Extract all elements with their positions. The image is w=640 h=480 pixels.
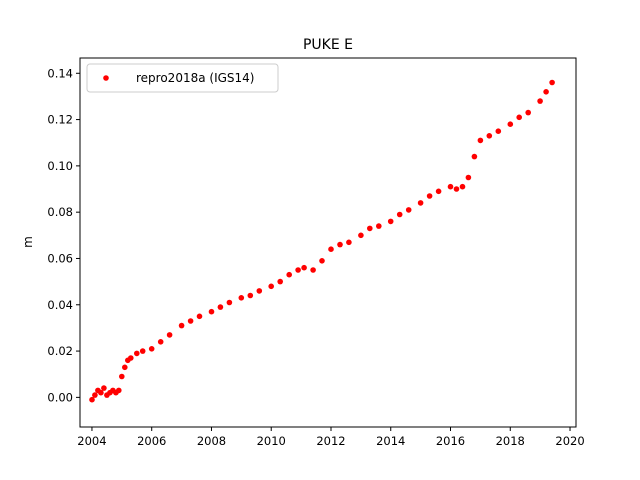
data-point: [471, 153, 478, 160]
y-tick-label: 0.04: [47, 298, 73, 312]
data-point: [98, 389, 104, 396]
data-point: [301, 264, 307, 271]
data-point: [295, 267, 301, 273]
y-tick-label: 0.14: [47, 66, 73, 80]
data-point: [286, 271, 293, 278]
data-point: [310, 267, 316, 273]
data-point: [101, 385, 107, 391]
data-point: [337, 241, 343, 248]
legend-entry: repro2018a (IGS14): [136, 71, 254, 85]
data-point: [525, 109, 531, 116]
y-tick-label: 0.08: [47, 205, 73, 219]
data-point: [247, 292, 254, 299]
data-point: [426, 193, 433, 199]
data-point: [537, 98, 543, 104]
plot-frame: [79, 57, 577, 428]
data-point: [122, 364, 128, 371]
legend-marker: [103, 75, 109, 81]
data-point: [196, 313, 203, 320]
x-tick-label: 2014: [376, 434, 405, 448]
data-point: [226, 299, 233, 306]
y-tick-label: 0.10: [47, 159, 73, 173]
y-tick-label: 0.00: [47, 390, 73, 404]
data-point: [157, 339, 164, 345]
x-axis: 2004 2006 2008 2010 2012 2014 2016 2018 2020: [77, 427, 585, 448]
data-point: [516, 114, 522, 121]
data-point: [405, 207, 412, 213]
y-tick-label: 0.06: [47, 251, 73, 265]
data-point: [148, 346, 155, 352]
legend: repro2018a (IGS14): [86, 63, 279, 93]
data-point: [417, 200, 424, 206]
x-tick-label: 2008: [197, 434, 226, 448]
x-tick-label: 2012: [316, 434, 345, 448]
data-point: [346, 239, 352, 246]
data-point: [507, 121, 514, 127]
data-point: [134, 350, 140, 357]
data-point: [187, 318, 194, 324]
data-point: [435, 188, 442, 195]
data-point: [465, 174, 472, 181]
data-point: [358, 232, 364, 239]
data-point: [139, 348, 146, 354]
x-tick-label: 2020: [555, 434, 584, 448]
y-axis-label: m: [21, 236, 35, 248]
data-point: [277, 278, 284, 285]
data-point: [208, 308, 215, 315]
x-tick-label: 2004: [77, 434, 106, 448]
data-point: [268, 283, 275, 290]
chart-title: PUKE E: [303, 37, 353, 53]
data-point: [367, 225, 373, 232]
data-point: [92, 392, 98, 398]
y-axis: 0.00 0.02 0.04 0.06 0.08 0.10 0.12 0.14: [47, 66, 80, 404]
legend-box: [86, 63, 279, 93]
data-point: [166, 332, 173, 338]
data-point: [256, 288, 263, 294]
data-point: [387, 218, 394, 225]
data-point: [128, 355, 134, 361]
data-point: [119, 373, 125, 380]
data-point: [396, 211, 403, 218]
data-point: [217, 304, 224, 310]
scatter-points: [89, 79, 555, 403]
data-point: [495, 128, 502, 134]
data-point: [116, 387, 122, 394]
data-point: [319, 258, 325, 264]
x-tick-label: 2016: [436, 434, 465, 448]
data-point: [543, 89, 549, 95]
data-point: [178, 322, 185, 329]
data-point: [447, 183, 454, 190]
data-point: [89, 396, 95, 403]
data-point: [486, 133, 493, 139]
data-point: [453, 186, 460, 192]
y-tick-label: 0.02: [47, 344, 73, 358]
x-tick-label: 2006: [137, 434, 166, 448]
data-point: [549, 79, 555, 86]
data-point: [328, 246, 334, 252]
x-tick-label: 2010: [257, 434, 286, 448]
data-point: [477, 137, 484, 144]
data-point: [376, 223, 382, 229]
y-tick-label: 0.12: [47, 113, 73, 127]
x-tick-label: 2018: [496, 434, 525, 448]
data-point: [238, 295, 245, 301]
data-point: [459, 183, 466, 190]
